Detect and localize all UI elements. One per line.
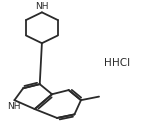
Text: NH: NH — [7, 102, 20, 111]
Text: H: H — [104, 58, 112, 68]
Text: NH: NH — [35, 2, 49, 11]
Text: HCl: HCl — [112, 58, 130, 68]
